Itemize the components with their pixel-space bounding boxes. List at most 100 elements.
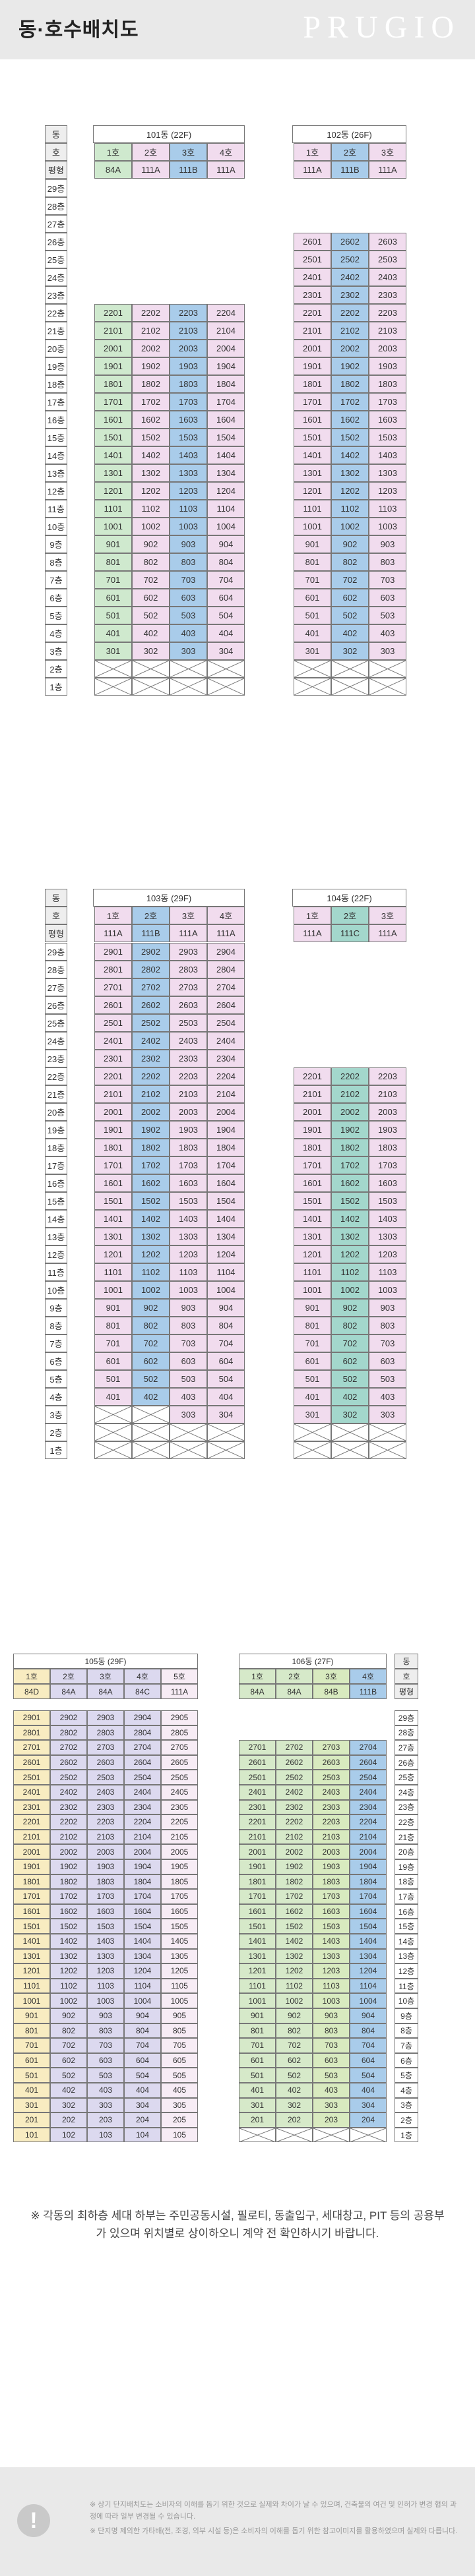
unit-cell: 1903 (87, 1859, 124, 1874)
floor-label: 19층 (395, 1859, 418, 1874)
floor-label: 4층 (395, 2083, 418, 2098)
unit-cell: 1004 (207, 1281, 245, 1299)
blank-unit (94, 1441, 132, 1459)
unit-cell: 2001 (239, 1844, 276, 1859)
floor-label: 23층 (45, 286, 67, 304)
unit-cell: 1402 (331, 1210, 369, 1228)
unit-cell: 1902 (132, 1121, 170, 1139)
unit-cell: 904 (350, 2008, 387, 2023)
unit-cell: 2101 (13, 1829, 50, 1845)
unit-cell: 2804 (207, 961, 245, 978)
unit-cell: 604 (207, 589, 245, 607)
floor-label: 20층 (45, 1103, 67, 1121)
unit-cell: 2204 (207, 304, 245, 322)
unit-cell: 2101 (239, 1829, 276, 1845)
unit-cell: 2304 (124, 1799, 161, 1815)
unit-cell: 501 (239, 2068, 276, 2083)
unit-cell: 902 (132, 535, 170, 553)
unit-cell: 1703 (369, 393, 406, 411)
unit-cell: 2103 (170, 322, 207, 340)
unit-cell: 2202 (132, 1067, 170, 1085)
unit-cell: 1104 (350, 1978, 387, 1994)
floor-label: 7층 (45, 1334, 67, 1352)
unit-cell: 1203 (170, 1245, 207, 1263)
unit-cell: 2602 (331, 233, 369, 251)
unit-cell: 2001 (94, 340, 132, 357)
dong-label: 동 (45, 125, 67, 143)
floor-label: 16층 (45, 1174, 67, 1192)
unit-cell: 901 (94, 535, 132, 553)
unit-cell: 903 (369, 535, 406, 553)
unit-cell: 1402 (132, 446, 170, 464)
unit-cell: 2102 (331, 1085, 369, 1103)
unit-cell: 1902 (132, 357, 170, 375)
unit-cell: 2303 (170, 1050, 207, 1067)
floor-label: 21층 (45, 322, 67, 340)
unit-cell: 2003 (87, 1844, 124, 1859)
unit-cell: 1604 (124, 1903, 161, 1919)
unit-cell: 2103 (87, 1829, 124, 1845)
unit-cell: 1201 (94, 1245, 132, 1263)
unit-cell: 1001 (239, 1993, 276, 2008)
floor-label: 15층 (395, 1919, 418, 1934)
unit-cell: 904 (207, 535, 245, 553)
unit-cell: 801 (294, 1317, 331, 1334)
unit-cell: 1303 (87, 1948, 124, 1964)
unit-cell: 1202 (331, 482, 369, 500)
unit-cell: 2602 (50, 1754, 87, 1770)
unit-cell: 1701 (94, 393, 132, 411)
unit-cell: 2703 (170, 978, 207, 996)
unit-cell: 1804 (124, 1874, 161, 1890)
unit-cell: 2501 (13, 1770, 50, 1785)
unit-cell: 1601 (94, 411, 132, 429)
unit-cell: 903 (369, 1299, 406, 1317)
unit-cell: 603 (313, 2052, 350, 2068)
unit-cell: 2004 (207, 1103, 245, 1121)
unit-cell: 2303 (313, 1799, 350, 1815)
unit-cell: 1901 (239, 1859, 276, 1874)
blank-unit (331, 678, 369, 696)
unit-cell: 2004 (350, 1844, 387, 1859)
unit-cell: 2401 (94, 1032, 132, 1050)
blank-unit (170, 660, 207, 678)
unit-cell: 1201 (239, 1963, 276, 1979)
unit-cell: 1702 (50, 1889, 87, 1904)
unit-cell: 2603 (87, 1754, 124, 1770)
unit-cell: 605 (161, 2052, 198, 2068)
unit-cell: 1403 (170, 446, 207, 464)
unit-cell: 2105 (161, 1829, 198, 1845)
unit-cell: 1804 (207, 1139, 245, 1156)
blank-unit (369, 678, 406, 696)
unit-cell: 1602 (276, 1903, 313, 1919)
unit-cell: 2003 (369, 1103, 406, 1121)
floor-label: 17층 (395, 1889, 418, 1904)
unit-cell: 804 (124, 2023, 161, 2039)
unit-cell: 404 (124, 2083, 161, 2098)
unit-type: 84D (13, 1684, 50, 1699)
unit-cell: 201 (13, 2112, 50, 2128)
unit-cell: 2003 (369, 340, 406, 357)
unit-cell: 1304 (124, 1948, 161, 1964)
unit-cell: 301 (294, 1406, 331, 1423)
unit-cell: 1804 (350, 1874, 387, 1890)
unit-cell: 1402 (331, 446, 369, 464)
unit-cell: 1704 (350, 1889, 387, 1904)
unit-cell: 1604 (207, 1174, 245, 1192)
unit-cell: 1501 (13, 1919, 50, 1934)
unit-cell: 1401 (13, 1934, 50, 1949)
unit-cell: 2102 (50, 1829, 87, 1845)
unit-cell: 2502 (331, 251, 369, 268)
unit-cell: 2204 (207, 1067, 245, 1085)
unit-cell: 1402 (276, 1934, 313, 1949)
floor-label: 10층 (395, 1993, 418, 2008)
floor-label: 3층 (395, 2097, 418, 2113)
floor-label: 23층 (395, 1799, 418, 1815)
unit-cell: 504 (207, 607, 245, 624)
unit-cell: 1201 (13, 1963, 50, 1979)
unit-line-ho: 1호 (13, 1669, 50, 1684)
unit-type: 111A (94, 924, 132, 942)
unit-cell: 1103 (369, 1263, 406, 1281)
unit-cell: 1702 (331, 393, 369, 411)
unit-cell: 602 (132, 589, 170, 607)
unit-cell: 2701 (94, 978, 132, 996)
